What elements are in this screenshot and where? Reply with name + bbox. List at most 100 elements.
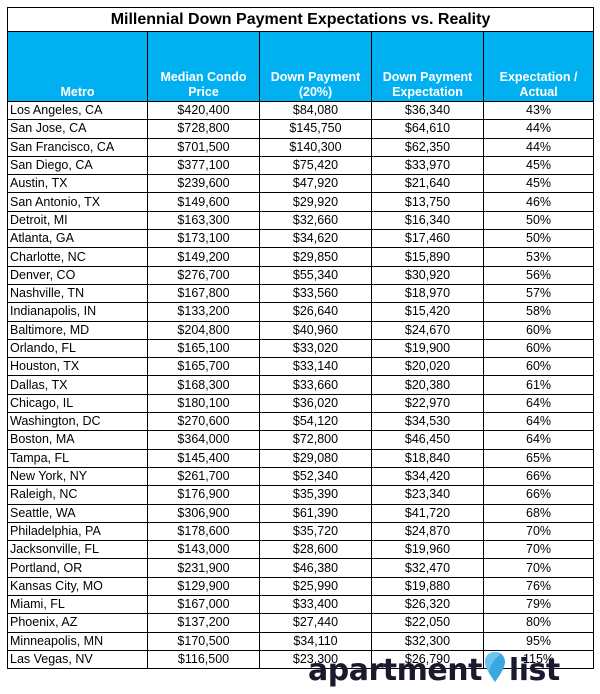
cell-down-payment-expectation: $41,720 — [371, 503, 484, 523]
cell-metro: Washington, DC — [7, 412, 148, 432]
cell-down-payment: $33,140 — [259, 357, 372, 377]
cell-down-payment-expectation: $22,970 — [371, 393, 484, 414]
cell-median-condo-price: $239,600 — [147, 174, 260, 194]
cell-median-condo-price: $149,600 — [147, 192, 260, 212]
cell-expectation-actual: 79% — [482, 595, 595, 615]
cell-down-payment-expectation: $18,970 — [371, 283, 484, 304]
cell-median-condo-price: $377,100 — [147, 155, 260, 176]
cell-down-payment: $33,400 — [259, 595, 372, 615]
cell-expectation-actual: 60% — [482, 338, 595, 359]
cell-down-payment-expectation: $33,970 — [371, 155, 484, 176]
cell-down-payment-expectation: $32,300 — [371, 631, 484, 651]
apartment-list-logo: apartment list — [308, 650, 560, 690]
cell-down-payment-expectation: $13,750 — [371, 192, 484, 212]
cell-down-payment: $29,920 — [259, 192, 372, 212]
cell-metro: San Diego, CA — [7, 155, 148, 176]
table-row: Atlanta, GA $173,100 $34,620 $17,460 50% — [7, 229, 595, 249]
data-table-container: Millennial Down Payment Expectations vs.… — [6, 7, 595, 670]
cell-down-payment: $26,640 — [259, 302, 372, 322]
table-row: San Diego, CA $377,100 $75,420 $33,970 45% — [7, 155, 595, 176]
cell-metro: Orlando, FL — [7, 338, 148, 359]
cell-metro: Minneapolis, MN — [7, 631, 148, 651]
cell-expectation-actual: 95% — [482, 631, 595, 651]
cell-metro: Miami, FL — [7, 595, 148, 615]
table-row: Seattle, WA $306,900 $61,390 $41,720 68% — [7, 503, 595, 523]
cell-down-payment: $52,340 — [259, 466, 372, 487]
cell-median-condo-price: $270,600 — [147, 412, 260, 432]
cell-metro: Atlanta, GA — [7, 229, 148, 249]
table-row: Raleigh, NC $176,900 $35,390 $23,340 66% — [7, 485, 595, 505]
map-pin-icon — [484, 652, 505, 682]
cell-expectation-actual: 66% — [482, 466, 595, 487]
cell-down-payment-expectation: $21,640 — [371, 174, 484, 194]
cell-down-payment-expectation: $17,460 — [371, 229, 484, 249]
cell-down-payment-expectation: $20,020 — [371, 357, 484, 377]
table-row: San Jose, CA $728,800 $145,750 $64,610 44% — [7, 119, 595, 139]
cell-down-payment-expectation: $24,670 — [371, 320, 484, 340]
header-median-condo-price: Median Condo Price — [147, 31, 260, 102]
table-row: Nashville, TN $167,800 $33,560 $18,970 57% — [7, 283, 595, 304]
table-row: Washington, DC $270,600 $54,120 $34,530 64% — [7, 412, 595, 432]
cell-metro: Denver, CO — [7, 265, 148, 285]
map-pin-highlight — [484, 652, 500, 672]
cell-down-payment-expectation: $19,960 — [371, 540, 484, 560]
cell-median-condo-price: $701,500 — [147, 137, 260, 157]
cell-down-payment: $54,120 — [259, 412, 372, 432]
cell-down-payment: $40,960 — [259, 320, 372, 340]
cell-down-payment-expectation: $19,880 — [371, 576, 484, 597]
cell-down-payment: $55,340 — [259, 265, 372, 285]
cell-metro: Jacksonville, FL — [7, 540, 148, 560]
cell-down-payment-expectation: $23,340 — [371, 485, 484, 505]
header-metro: Metro — [7, 31, 148, 102]
cell-down-payment-expectation: $32,470 — [371, 558, 484, 578]
table-row: New York, NY $261,700 $52,340 $34,420 66% — [7, 466, 595, 487]
cell-median-condo-price: $276,700 — [147, 265, 260, 285]
cell-expectation-actual: 76% — [482, 576, 595, 597]
table-row: Denver, CO $276,700 $55,340 $30,920 56% — [7, 265, 595, 285]
cell-expectation-actual: 60% — [482, 357, 595, 377]
cell-median-condo-price: $168,300 — [147, 375, 260, 395]
cell-down-payment-expectation: $34,530 — [371, 412, 484, 432]
cell-metro: Indianapolis, IN — [7, 302, 148, 322]
cell-metro: Seattle, WA — [7, 503, 148, 523]
cell-median-condo-price: $728,800 — [147, 119, 260, 139]
logo-word-list: list — [508, 652, 560, 688]
cell-down-payment: $28,600 — [259, 540, 372, 560]
cell-median-condo-price: $204,800 — [147, 320, 260, 340]
cell-expectation-actual: 64% — [482, 393, 595, 414]
cell-metro: Houston, TX — [7, 357, 148, 377]
cell-expectation-actual: 57% — [482, 283, 595, 304]
table-row: Indianapolis, IN $133,200 $26,640 $15,420 58… — [7, 302, 595, 322]
cell-down-payment: $33,020 — [259, 338, 372, 359]
cell-metro: Los Angeles, CA — [7, 100, 148, 121]
cell-metro: Portland, OR — [7, 558, 148, 578]
cell-expectation-actual: 43% — [482, 100, 595, 121]
cell-expectation-actual: 64% — [482, 430, 595, 450]
table-row: Austin, TX $239,600 $47,920 $21,640 45% — [7, 174, 595, 194]
table-row: Jacksonville, FL $143,000 $28,600 $19,960 70… — [7, 540, 595, 560]
cell-expectation-actual: 45% — [482, 174, 595, 194]
cell-median-condo-price: $133,200 — [147, 302, 260, 322]
cell-down-payment-expectation: $36,340 — [371, 100, 484, 121]
cell-metro: Charlotte, NC — [7, 247, 148, 267]
cell-metro: Kansas City, MO — [7, 576, 148, 597]
cell-expectation-actual: 44% — [482, 119, 595, 139]
cell-down-payment-expectation: $26,790 — [371, 649, 484, 670]
cell-metro: Tampa, FL — [7, 448, 148, 468]
table-row: Las Vegas, NV $116,500 $23,300 $26,790 115% — [7, 649, 595, 670]
header-down-payment: Down Payment (20%) — [259, 31, 372, 102]
cell-down-payment-expectation: $15,890 — [371, 247, 484, 267]
header-down-payment-expectation: Down Payment Expectation — [371, 31, 484, 102]
cell-median-condo-price: $167,800 — [147, 283, 260, 304]
cell-median-condo-price: $137,200 — [147, 613, 260, 633]
cell-down-payment: $47,920 — [259, 174, 372, 194]
cell-down-payment-expectation: $64,610 — [371, 119, 484, 139]
cell-median-condo-price: $420,400 — [147, 100, 260, 121]
table-row: Chicago, IL $180,100 $36,020 $22,970 64% — [7, 393, 595, 414]
cell-metro: Raleigh, NC — [7, 485, 148, 505]
cell-expectation-actual: 61% — [482, 375, 595, 395]
cell-down-payment: $36,020 — [259, 393, 372, 414]
cell-median-condo-price: $178,600 — [147, 521, 260, 542]
cell-median-condo-price: $261,700 — [147, 466, 260, 487]
cell-expectation-actual: 50% — [482, 229, 595, 249]
